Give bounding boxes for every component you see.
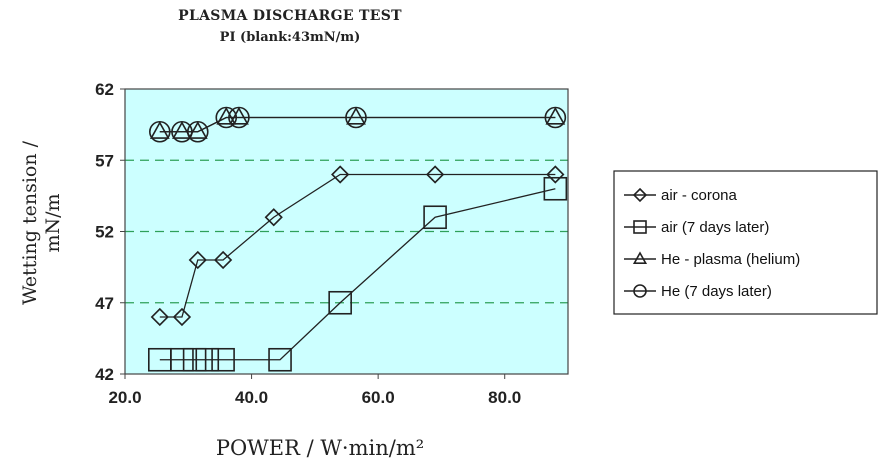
data-point-diamond bbox=[188, 250, 207, 270]
x-tick-label: 20.0 bbox=[108, 388, 141, 407]
data-point-circle bbox=[544, 106, 567, 129]
series-diamond bbox=[150, 165, 565, 327]
data-point-square bbox=[328, 290, 352, 315]
y-tick-label: 52 bbox=[95, 223, 114, 242]
x-tick-label: 60.0 bbox=[362, 388, 395, 407]
series-square bbox=[148, 176, 568, 372]
data-point-triangle bbox=[346, 106, 366, 125]
series-layer bbox=[148, 106, 568, 372]
data-point-circle bbox=[171, 120, 193, 143]
x-tick-label: 40.0 bbox=[235, 388, 268, 407]
legend-label: air - corona bbox=[661, 187, 738, 204]
series-circle bbox=[149, 106, 567, 143]
data-point-triangle bbox=[545, 106, 566, 125]
data-point-circle bbox=[633, 284, 647, 298]
data-point-square bbox=[170, 347, 194, 372]
data-point-triangle bbox=[172, 121, 192, 139]
x-tick-label: 80.0 bbox=[488, 388, 521, 407]
data-point-diamond bbox=[172, 307, 192, 327]
data-point-triangle bbox=[187, 121, 208, 139]
legend-label: He (7 days later) bbox=[661, 283, 772, 300]
y-tick-label: 42 bbox=[95, 365, 114, 384]
legend-label: He - plasma (helium) bbox=[661, 251, 800, 268]
data-point-circle bbox=[186, 120, 209, 143]
data-point-circle bbox=[149, 120, 171, 143]
data-point-diamond bbox=[425, 165, 445, 184]
data-point-triangle bbox=[149, 121, 170, 139]
data-point-diamond bbox=[632, 187, 648, 203]
legend-label: air (7 days later) bbox=[661, 219, 769, 236]
data-point-square bbox=[211, 347, 235, 372]
legend-entry: air - corona bbox=[624, 187, 738, 204]
data-point-diamond bbox=[331, 165, 350, 184]
data-point-square bbox=[543, 176, 568, 201]
data-point-diamond bbox=[150, 307, 169, 327]
data-point-triangle bbox=[229, 106, 249, 125]
data-point-square bbox=[633, 220, 647, 234]
series-line bbox=[159, 116, 556, 133]
data-point-circle bbox=[215, 106, 238, 129]
data-point-square bbox=[195, 347, 220, 372]
legend-box bbox=[613, 170, 878, 315]
data-point-triangle bbox=[216, 106, 237, 125]
data-point-circle bbox=[345, 106, 367, 129]
plot-frame bbox=[124, 88, 569, 375]
data-point-triangle bbox=[632, 251, 648, 265]
data-point-diamond bbox=[264, 208, 283, 227]
data-point-square bbox=[423, 205, 447, 230]
legend-entry: He - plasma (helium) bbox=[624, 251, 800, 268]
legend-entry: He (7 days later) bbox=[624, 283, 772, 300]
data-point-square bbox=[182, 347, 207, 372]
chart-subtitle: PI (blank:43mN/m) bbox=[219, 30, 361, 45]
plot-area bbox=[125, 89, 568, 374]
chart-title: PLASMA DISCHARGE TEST bbox=[178, 8, 402, 24]
data-point-diamond bbox=[546, 165, 565, 184]
y-tick-label: 47 bbox=[95, 294, 114, 313]
legend: air - corona air (7 days later) He - plasm… bbox=[613, 170, 878, 315]
y-tick-label: 57 bbox=[95, 151, 114, 170]
y-tick-label: 62 bbox=[95, 80, 114, 99]
axis-ticks: 42 47 52 57 62 20.0 40.0 60.0 80.0 bbox=[95, 80, 521, 407]
series-line bbox=[159, 173, 556, 318]
legend-entry: air (7 days later) bbox=[624, 219, 769, 236]
data-point-diamond bbox=[213, 250, 233, 270]
data-point-square bbox=[268, 347, 292, 372]
series-line bbox=[159, 188, 556, 361]
data-point-circle bbox=[228, 106, 250, 129]
x-axis-label: POWER / W·min/m² bbox=[215, 436, 425, 460]
